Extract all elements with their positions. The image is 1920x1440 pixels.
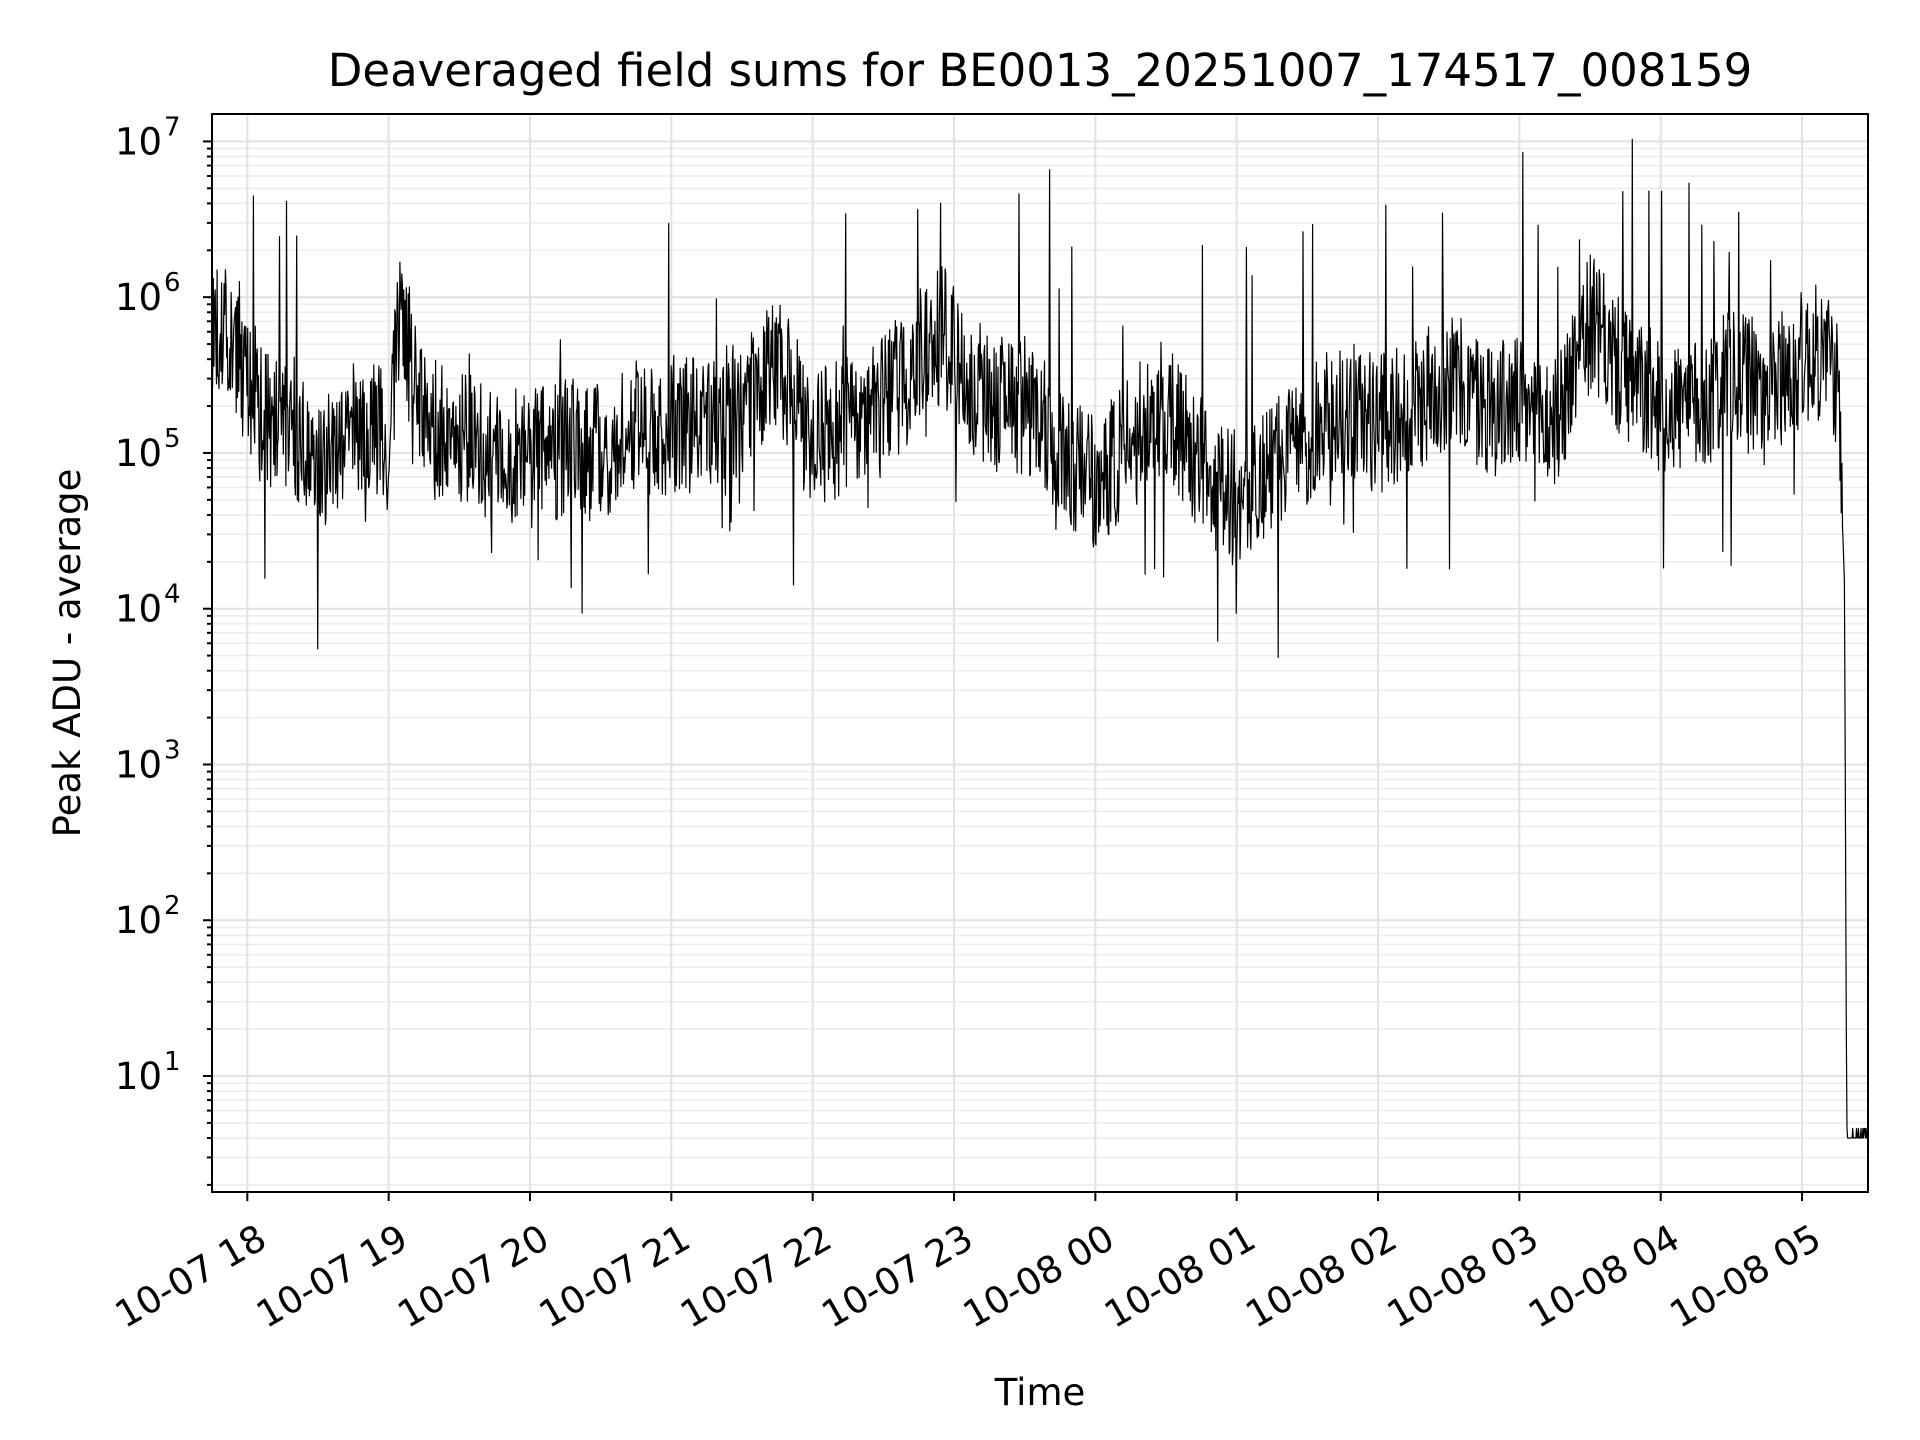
y-tick-label: 10: [115, 120, 162, 163]
x-tick-label: 10-07 22: [673, 1216, 839, 1336]
plot-frame: [211, 113, 1869, 1193]
y-tick-exponent: 2: [164, 891, 181, 921]
chart-title: Deaveraged field sums for BE0013_2025100…: [328, 44, 1753, 97]
y-tick-exponent: 6: [164, 268, 181, 298]
y-tick-label: 10: [115, 588, 162, 631]
x-tick-label: 10-08 05: [1663, 1216, 1829, 1336]
x-tick-label: 10-07 19: [249, 1216, 415, 1336]
x-tick-label: 10-07 21: [532, 1216, 698, 1336]
x-tick-label: 10-08 02: [1239, 1216, 1405, 1336]
x-tick-label: 10-08 00: [956, 1216, 1122, 1336]
x-tick-label: 10-08 03: [1380, 1216, 1546, 1336]
x-tick-label: 10-08 04: [1521, 1216, 1687, 1336]
y-axis-label: Peak ADU - average: [46, 469, 89, 838]
y-tick-label: 10: [115, 1055, 162, 1098]
y-tick-label: 10: [115, 743, 162, 786]
x-tick-label: 10-08 01: [1097, 1216, 1263, 1336]
y-tick-exponent: 3: [164, 735, 181, 765]
y-tick-label: 10: [115, 276, 162, 319]
grid: [212, 114, 1868, 1192]
y-tick-exponent: 1: [164, 1047, 181, 1077]
y-tick-label: 10: [115, 432, 162, 475]
y-tick-exponent: 4: [164, 580, 181, 610]
y-tick-exponent: 5: [164, 424, 181, 454]
x-tick-label: 10-07 18: [108, 1216, 274, 1336]
x-axis-label: Time: [994, 1371, 1086, 1414]
data-series: [211, 138, 1868, 1139]
y-tick-label: 10: [115, 899, 162, 942]
x-tick-label: 10-07 23: [815, 1216, 981, 1336]
y-tick-exponent: 7: [164, 112, 181, 142]
series-line: [211, 138, 1868, 1139]
x-tick-label: 10-07 20: [391, 1216, 557, 1336]
